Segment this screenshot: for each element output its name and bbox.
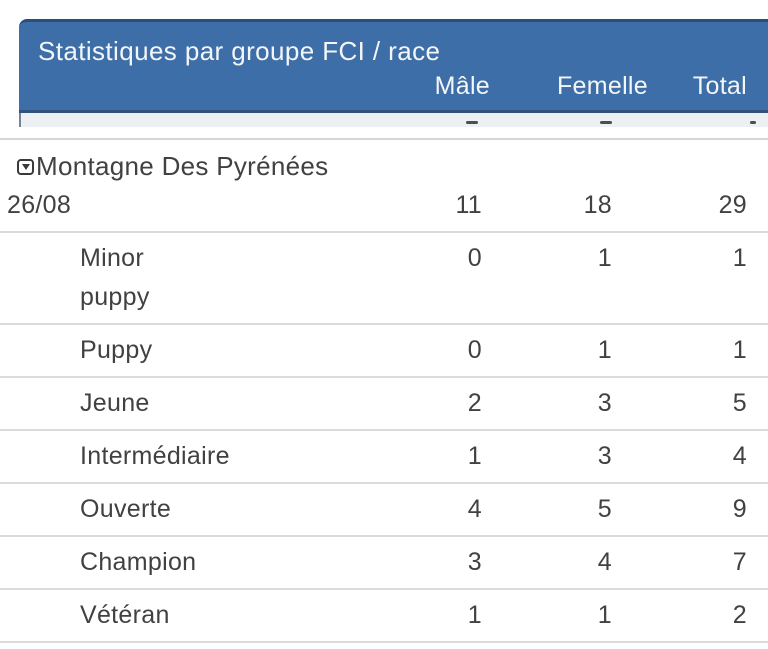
clipped-scrolled-row — [19, 113, 768, 127]
cell-male: 3 — [467, 548, 482, 576]
row-label: Minor puppy — [80, 244, 150, 311]
table-row-date: 26/08 11 18 29 — [0, 186, 768, 231]
cell-femelle: 1 — [597, 244, 612, 272]
cell-femelle: 18 — [583, 191, 612, 219]
row-label: Vétéran — [80, 601, 170, 629]
table-row: Puppy 0 1 1 — [0, 325, 768, 378]
column-header-total: Total — [692, 72, 747, 100]
row-label: Ouverte — [80, 495, 172, 523]
cell-male: 4 — [467, 495, 482, 523]
column-header-male: Mâle — [434, 72, 490, 100]
row-bottom-spacer — [0, 127, 768, 138]
group-block: Montagne Des Pyrénées 26/08 11 18 29 — [0, 140, 768, 233]
cell-total: 7 — [732, 548, 747, 576]
cell-femelle: 4 — [597, 548, 612, 576]
row-label: Intermédiaire — [80, 442, 230, 470]
table-row: Champion 3 4 7 — [0, 537, 768, 590]
table-row: Minor puppy 0 1 1 — [0, 233, 768, 325]
cell-total: 9 — [732, 495, 747, 523]
row-label: Puppy — [80, 336, 153, 364]
row-label: 26/08 — [7, 191, 72, 219]
cell-male: 1 — [467, 601, 482, 629]
column-headers: Mâle Femelle Total — [19, 72, 768, 100]
cell-male: 1 — [467, 442, 482, 470]
cell-total: 2 — [732, 601, 747, 629]
cell-femelle: 1 — [597, 601, 612, 629]
cell-total: 1 — [732, 336, 747, 364]
cell-femelle: 3 — [597, 442, 612, 470]
group-name: Montagne Des Pyrénées — [36, 151, 329, 181]
cell-femelle: 5 — [597, 495, 612, 523]
cell-total: 5 — [732, 389, 747, 417]
collapse-toggle-icon[interactable] — [17, 158, 34, 175]
cell-total: 4 — [732, 442, 747, 470]
group-header-row[interactable]: Montagne Des Pyrénées — [0, 147, 768, 186]
stats-panel-header: Statistiques par groupe FCI / race Mâle … — [19, 19, 768, 113]
cell-femelle: 3 — [597, 389, 612, 417]
cell-male: 2 — [467, 389, 482, 417]
row-label: Jeune — [80, 389, 150, 417]
clipped-digit-mark — [750, 121, 756, 124]
stats-table: Montagne Des Pyrénées 26/08 11 18 29 Min… — [0, 138, 768, 643]
column-header-femelle: Femelle — [556, 72, 648, 100]
table-row: Jeune 2 3 5 — [0, 378, 768, 431]
cell-total: 1 — [732, 244, 747, 272]
caret-down-icon — [21, 163, 30, 170]
row-label: Champion — [80, 548, 197, 576]
cell-total: 29 — [718, 191, 747, 219]
table-row: Ouverte 4 5 9 — [0, 484, 768, 537]
cell-male: 11 — [455, 191, 482, 219]
clipped-digit-mark — [600, 121, 612, 124]
cell-femelle: 1 — [597, 336, 612, 364]
panel-title: Statistiques par groupe FCI / race — [38, 36, 441, 66]
table-row: Vétéran 1 1 2 — [0, 590, 768, 643]
table-row: Intermédiaire 1 3 4 — [0, 431, 768, 484]
cell-male: 0 — [467, 336, 482, 364]
cell-male: 0 — [467, 244, 482, 272]
clipped-digit-mark — [466, 121, 478, 124]
